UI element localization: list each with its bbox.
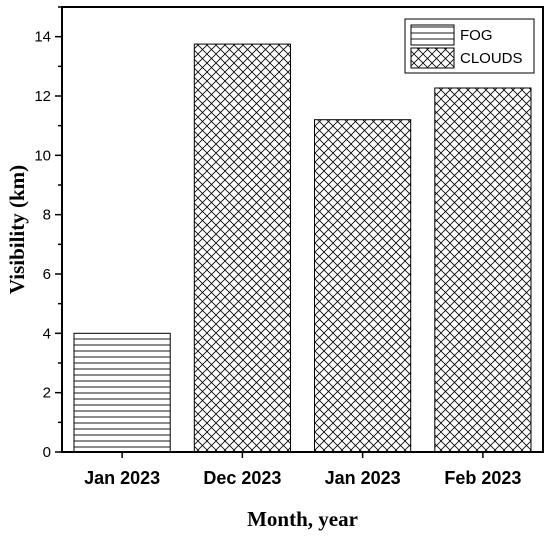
bar-fog-0 (73, 332, 171, 453)
y-tick-label: 6 (43, 266, 51, 283)
y-axis-title: Visibility (km) (5, 165, 29, 294)
y-axis-ticks: 0 2 4 6 8 10 12 14 (34, 6, 62, 461)
y-tick-label: 8 (43, 207, 51, 224)
bars-group (73, 43, 532, 453)
x-axis-ticks: Jan 2023 Dec 2023 Jan 2023 Feb 2023 (84, 452, 521, 488)
y-tick-label: 2 (43, 385, 51, 402)
legend-swatch-fog (410, 24, 455, 46)
x-tick-label: Jan 2023 (325, 468, 401, 488)
x-tick-label: Feb 2023 (444, 468, 521, 488)
y-tick-label: 10 (34, 147, 51, 164)
y-tick-label: 12 (34, 88, 51, 105)
y-tick-label: 14 (34, 29, 51, 46)
x-axis-title: Month, year (247, 507, 358, 531)
bar-clouds-2 (314, 119, 412, 453)
plot-frame (61, 6, 544, 453)
legend-label-clouds: CLOUDS (460, 50, 523, 67)
y-tick-label: 4 (43, 325, 51, 342)
x-tick-label: Dec 2023 (203, 468, 281, 488)
legend-label-fog: FOG (460, 27, 493, 44)
legend-swatch-clouds (410, 47, 455, 69)
x-tick-label: Jan 2023 (84, 468, 160, 488)
bar-clouds-1 (193, 43, 291, 453)
legend: FOG CLOUDS (404, 18, 535, 74)
bar-clouds-3 (434, 87, 532, 453)
y-tick-label: 0 (43, 444, 51, 461)
